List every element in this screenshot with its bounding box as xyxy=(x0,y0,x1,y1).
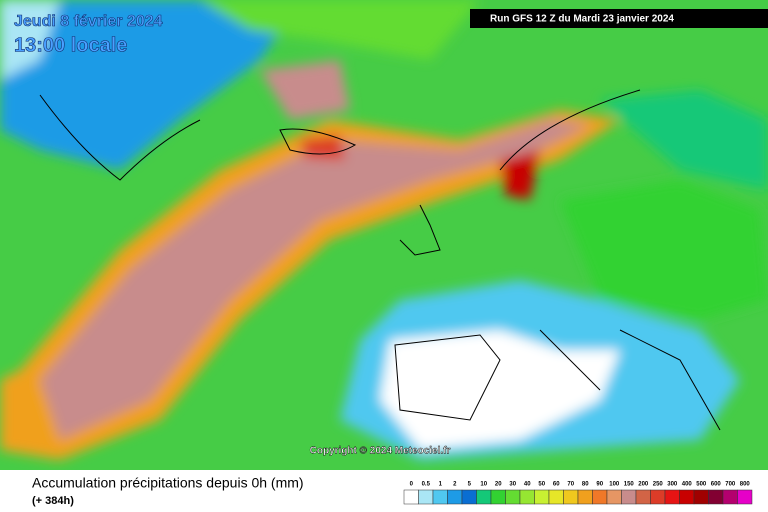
legend-swatch xyxy=(418,489,434,505)
legend-label: 300 xyxy=(667,482,678,488)
legend-label: 250 xyxy=(653,482,664,488)
map: Copyright © 2024 Meteociel.fr xyxy=(0,0,768,470)
header: Jeudi 8 février 2024 13:00 locale Run GF… xyxy=(14,9,768,57)
run-info: Run GFS 12 Z du Mardi 23 janvier 2024 xyxy=(490,14,674,25)
legend-label: 0.5 xyxy=(422,482,431,488)
legend-label: 600 xyxy=(711,482,722,488)
legend-label: 800 xyxy=(740,482,751,488)
legend-swatch xyxy=(650,489,666,505)
legend-swatch xyxy=(548,489,564,505)
legend-label: 400 xyxy=(682,482,693,488)
legend-label: 60 xyxy=(553,482,560,488)
legend-label: 2 xyxy=(453,482,457,488)
copyright: Copyright © 2024 Meteociel.fr xyxy=(310,446,451,457)
legend-swatch xyxy=(490,489,506,505)
legend-swatch xyxy=(563,489,579,505)
legend-swatch xyxy=(432,489,448,505)
legend-label: 200 xyxy=(638,482,649,488)
footer-subtitle: (+ 384h) xyxy=(32,495,74,507)
legend-label: 0 xyxy=(410,482,414,488)
legend-swatch xyxy=(592,489,608,505)
legend-swatch xyxy=(722,489,738,505)
legend-label: 50 xyxy=(538,482,545,488)
legend-swatch xyxy=(693,489,709,505)
legend-swatch xyxy=(505,489,521,505)
legend-swatch xyxy=(635,489,651,505)
legend-swatch xyxy=(664,489,680,505)
legend-label: 90 xyxy=(596,482,603,488)
footer-title: Accumulation précipitations depuis 0h (m… xyxy=(32,475,304,491)
legend-swatch xyxy=(577,489,593,505)
legend-label: 70 xyxy=(567,482,574,488)
footer: Accumulation précipitations depuis 0h (m… xyxy=(0,470,768,512)
legend-swatch xyxy=(461,489,477,505)
legend-label: 150 xyxy=(624,482,635,488)
legend-label: 10 xyxy=(480,482,487,488)
forecast-date: Jeudi 8 février 2024 xyxy=(14,13,163,30)
legend-label: 500 xyxy=(696,482,707,488)
legend-swatch xyxy=(519,489,535,505)
legend-swatch xyxy=(606,489,622,505)
legend-label: 40 xyxy=(524,482,531,488)
legend-swatch xyxy=(708,489,724,505)
legend-swatch xyxy=(447,489,463,505)
legend-label: 1 xyxy=(439,482,443,488)
run-box xyxy=(470,9,768,28)
legend-swatch xyxy=(476,489,492,505)
legend-swatch xyxy=(534,489,550,505)
forecast-time: 13:00 locale xyxy=(14,34,127,56)
legend-label: 30 xyxy=(509,482,516,488)
legend-swatch xyxy=(737,489,753,505)
legend-swatch xyxy=(621,489,637,505)
legend-label: 20 xyxy=(495,482,502,488)
legend-swatch xyxy=(403,489,419,505)
legend-swatch xyxy=(679,489,695,505)
legend-label: 80 xyxy=(582,482,589,488)
legend-label: 700 xyxy=(725,482,736,488)
legend-label: 100 xyxy=(609,482,620,488)
legend-label: 5 xyxy=(468,482,472,488)
